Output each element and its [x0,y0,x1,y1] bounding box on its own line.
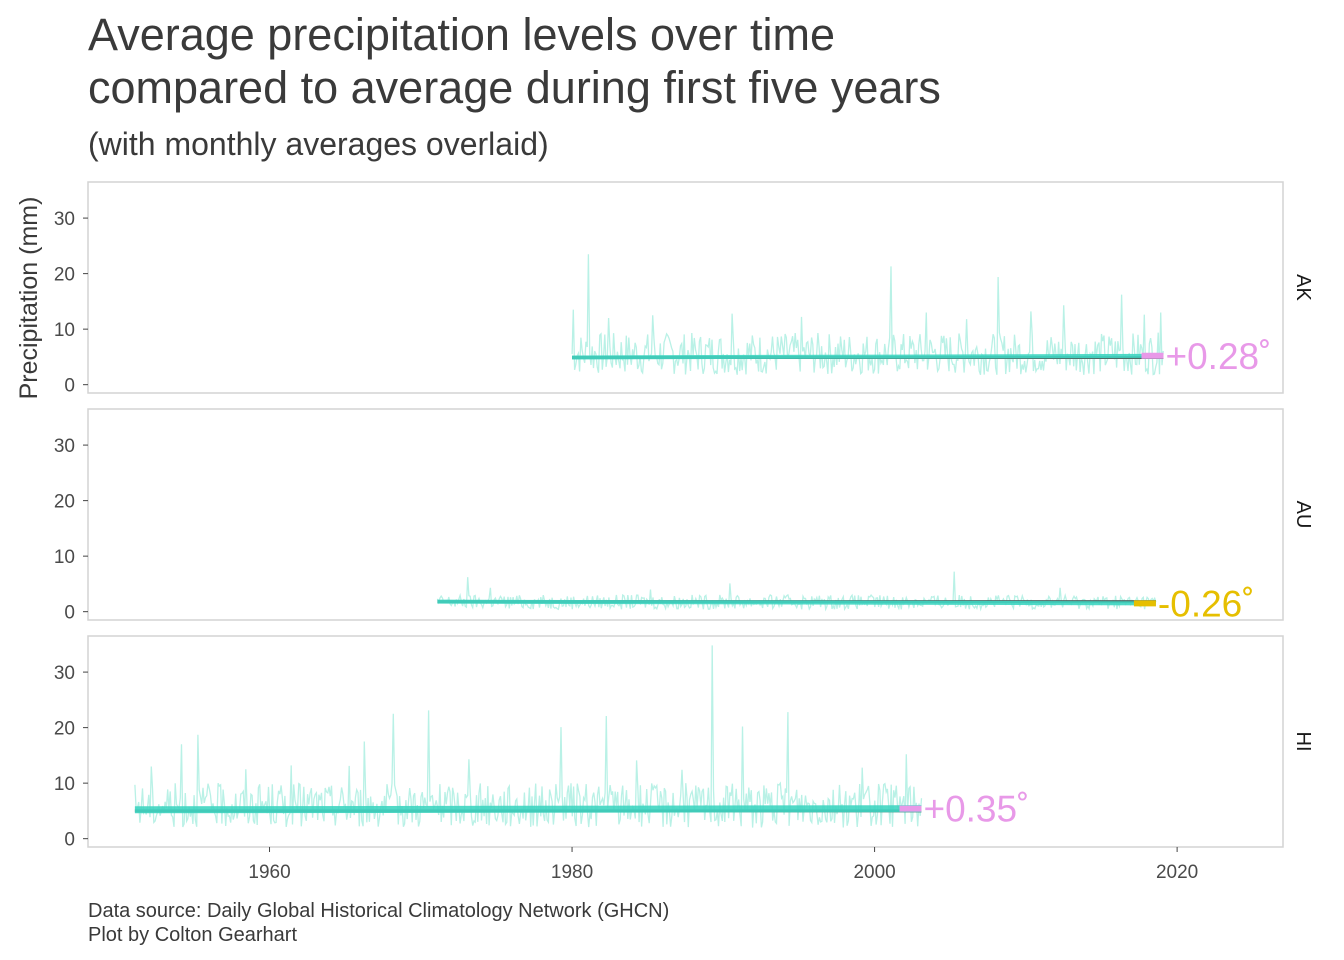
y-tick-label: 0 [64,830,75,851]
facet-strip-label: HI [1292,732,1314,752]
chart-caption: Data source: Daily Global Historical Cli… [88,899,669,947]
panel-border [87,181,1284,394]
facet-strip-label: AK [1292,274,1314,301]
facet-hi: 0 10 20 30 +0.35˚ HI [54,635,1314,851]
monthly-average-series [571,254,1164,376]
x-tick-label: 1980 [551,862,593,883]
panel-border [87,408,1284,621]
y-tick-label: 0 [64,603,75,624]
caption-author: Plot by Colton Gearhart [88,924,297,946]
facet-strip-label: AU [1292,501,1314,529]
y-tick-label: 20 [54,265,75,286]
x-tick-label: 1960 [248,862,290,883]
facet-panels: 0 10 20 30 +0.28˚ AK 0 10 20 30 -0.26˚ AU 0 10 20 30 +0.… [54,181,1314,851]
y-tick-label: 10 [54,320,75,341]
trend-line [134,805,922,814]
x-axis: 1960 1980 2000 2020 [248,847,1198,883]
y-tick-label: 0 [64,376,75,397]
trend-line [437,599,1156,606]
chart-title-line-1: Average precipitation levels over time [88,9,836,60]
y-tick-label: 30 [54,663,75,684]
panel-border [87,635,1284,848]
change-annotation: +0.28˚ [1166,336,1272,377]
y-tick-label: 10 [54,547,75,568]
caption-data-source: Data source: Daily Global Historical Cli… [88,900,670,922]
x-tick-label: 2000 [853,862,895,883]
y-axis-label: Precipitation (mm) [15,197,43,400]
trend-line [572,353,1164,360]
monthly-average-series [134,645,923,828]
y-tick-label: 10 [54,774,75,795]
x-tick-label: 2020 [1156,862,1198,883]
facet-ak: 0 10 20 30 +0.28˚ AK [54,181,1314,397]
change-annotation: +0.35˚ [923,789,1029,830]
chart-subtitle: (with monthly averages overlaid) [88,126,549,162]
y-tick-label: 30 [54,436,75,457]
y-tick-label: 30 [54,209,75,230]
change-annotation: -0.26˚ [1158,583,1255,624]
chart-title-line-2: compared to average during first five ye… [88,62,941,113]
y-tick-label: 20 [54,719,75,740]
y-tick-label: 20 [54,492,75,513]
facet-au: 0 10 20 30 -0.26˚ AU [54,408,1314,624]
chart-title: Average precipitation levels over time c… [88,8,1288,114]
